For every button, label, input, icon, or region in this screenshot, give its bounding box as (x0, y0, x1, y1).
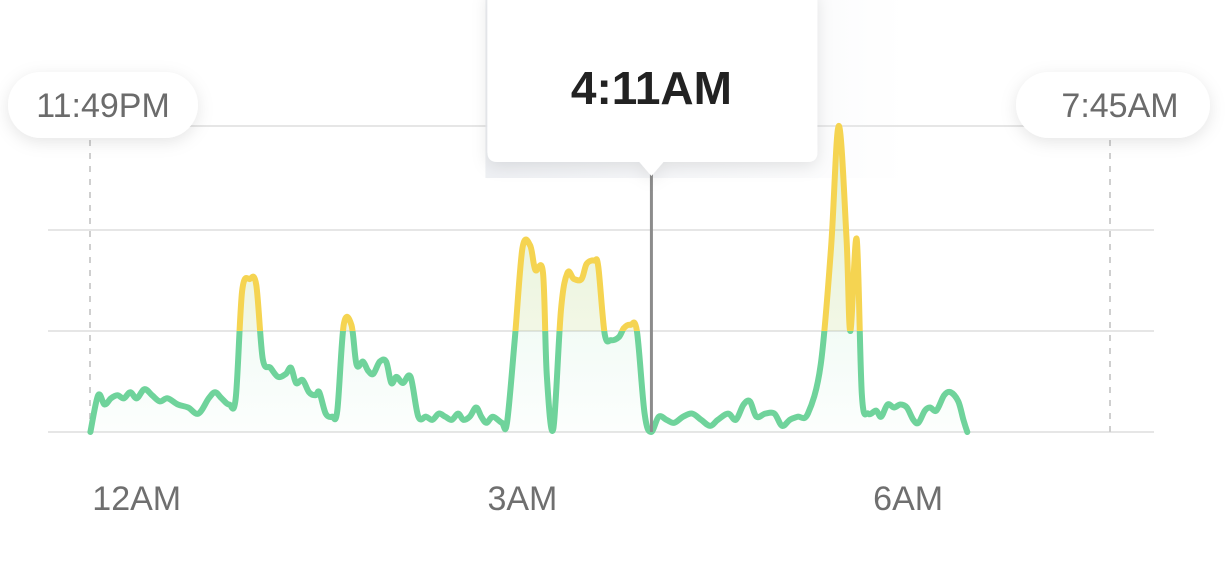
activity-area-fill (90, 125, 968, 433)
activity-area (90, 125, 968, 433)
activity-line-high (236, 122, 863, 332)
range-edge-lines (89, 140, 1111, 432)
cursor-tooltip: 4:11AM (487, 0, 818, 176)
start-time-bubble: 11:49PM (8, 72, 198, 138)
x-tick-label: 12AM (92, 480, 181, 518)
end-time-label: 7:45AM (1061, 87, 1178, 125)
x-tick-label: 3AM (487, 480, 557, 518)
activity-line (87, 122, 971, 436)
x-tick-label: 6AM (873, 480, 943, 518)
start-time-label: 11:49PM (36, 87, 170, 125)
x-axis-ticks: 12AM 3AM 6AM (92, 480, 943, 518)
cursor-time-label: 4:11AM (571, 62, 732, 114)
end-time-bubble: 7:45AM (1016, 72, 1210, 138)
